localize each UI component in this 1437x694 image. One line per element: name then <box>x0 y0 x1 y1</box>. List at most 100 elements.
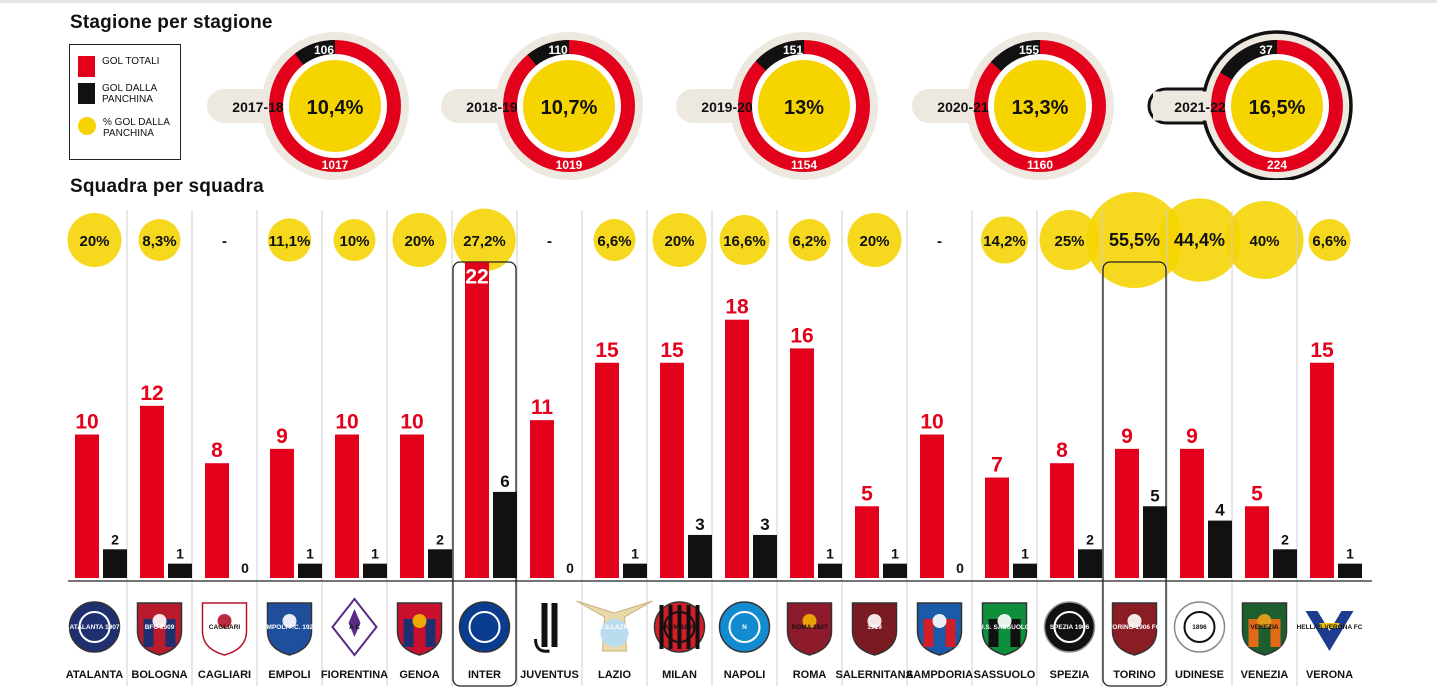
logo-text: ROMA 1927 <box>792 624 828 631</box>
season-bench-value: 110 <box>548 43 568 57</box>
team-name-label: LAZIO <box>598 669 631 681</box>
logo-text: S.S.LAZIO <box>599 624 631 631</box>
percent-label: 10% <box>339 233 369 250</box>
bar-bench-label: 0 <box>566 560 574 576</box>
season-center-dot <box>758 60 850 152</box>
bar-total-label: 16 <box>790 324 813 347</box>
logo-badge <box>718 601 771 653</box>
legend-label-bench: GOL DALLA PANCHINA <box>102 83 157 105</box>
percent-circle <box>980 216 1029 264</box>
bar-bench-label: 1 <box>306 546 314 562</box>
logo-emblem <box>152 614 167 628</box>
bar-total <box>465 262 489 578</box>
logo-stroke <box>551 603 558 647</box>
bar-bench-label: 1 <box>826 546 834 562</box>
team-name-label: FIORENTINA <box>321 669 388 681</box>
percent-label: 6,2% <box>792 233 826 250</box>
bar-total-label: 15 <box>660 339 684 362</box>
team-section-title: Squadra per squadra <box>70 176 264 197</box>
logo-text: EMPOLI F.C. 1920 <box>262 624 317 631</box>
bar-bench <box>818 563 842 578</box>
team-column-milan: 15 3 <box>660 339 712 578</box>
logo-badge <box>786 602 833 656</box>
bar-total <box>1180 448 1204 578</box>
season-bench-value: 151 <box>783 43 803 57</box>
logo-stripe <box>425 619 436 647</box>
season-percent: 13,3% <box>1012 97 1069 119</box>
season-label: 2018-19 <box>466 99 518 115</box>
season-bench-value: 106 <box>314 43 334 57</box>
bar-total <box>855 506 879 578</box>
logo-badge <box>458 601 511 653</box>
percent-circle <box>1039 210 1100 270</box>
logo-badge <box>266 602 313 656</box>
logo-ring <box>468 611 501 643</box>
legend-swatch-red <box>78 56 95 77</box>
logo-lily <box>348 609 361 637</box>
team-name-label: SASSUOLO <box>974 669 1036 681</box>
bar-bench-label: 0 <box>956 560 964 576</box>
team-column-inter: 22 6 <box>465 262 517 578</box>
bar-total-label: 8 <box>211 439 223 462</box>
bar-total-label: 5 <box>1251 482 1263 505</box>
bar-bench-label: 2 <box>111 531 119 547</box>
logo-text: TORINO 1906 FC <box>1109 624 1161 631</box>
season-total-value: 1019 <box>556 158 583 172</box>
logo-stripe <box>677 605 682 649</box>
team-name-label: JUVENTUS <box>520 669 579 681</box>
legend-item-pct: % GOL DALLA PANCHINA <box>78 117 180 139</box>
percent-label: - <box>222 233 227 250</box>
bar-bench-label: 2 <box>1281 531 1289 547</box>
team-name-label: UDINESE <box>1175 669 1224 681</box>
logo-stripe <box>686 605 691 649</box>
season-center-dot <box>1231 60 1323 152</box>
bar-total-label: 7 <box>991 454 1003 477</box>
team-column-bologna: 12 1 <box>140 382 192 578</box>
percent-label-layer: 20% 8,3% - 11,1% 10% 20% 27,2% - 6,6% 20% 16,6% 6,2… <box>79 230 1346 250</box>
logo-stripe <box>165 619 176 647</box>
season-label: 2017-18 <box>232 99 284 115</box>
percent-circle <box>1225 201 1304 279</box>
bar-bench <box>883 563 907 578</box>
team-logo-juventus: JUVENTUS <box>520 603 579 681</box>
bar-layer: 1021218091101102226110151153183161511007… <box>75 262 1362 578</box>
season-donut-2019-20: 2019-20 13% 151 1154 <box>676 32 878 180</box>
percent-label: 16,6% <box>723 233 766 250</box>
team-name-label: SALERNITANA <box>835 669 913 681</box>
season-percent: 10,7% <box>541 97 598 119</box>
logo-stripe <box>1010 619 1021 647</box>
logo-stripe <box>143 619 154 647</box>
logo-ring <box>663 611 696 643</box>
percent-label: 55,5% <box>1109 230 1160 250</box>
team-logo-milan: ACM 1899 MILAN <box>653 601 706 681</box>
bar-total <box>1245 506 1269 578</box>
bar-total <box>1050 463 1074 578</box>
logo-text: ATALANTA 1907 <box>70 624 120 631</box>
bar-bench-label: 3 <box>695 515 704 534</box>
logo-text: 1896 <box>1192 624 1207 631</box>
logo-text: A C <box>349 624 360 631</box>
season-percent: 13% <box>784 97 824 119</box>
bar-bench-label: 1 <box>891 546 899 562</box>
season-section-title: Stagione per stagione <box>70 12 273 33</box>
team-logo-sassuolo: U.S. SASSUOLO SASSUOLO <box>974 602 1036 681</box>
bar-total-label: 10 <box>920 411 943 434</box>
legend: GOL TOTALI GOL DALLA PANCHINA % GOL DALL… <box>69 44 181 160</box>
team-column-venezia: 52 <box>1245 482 1297 578</box>
team-column-spezia: 82 <box>1050 439 1102 578</box>
bar-bench <box>428 549 452 578</box>
logo-emblem <box>217 614 232 628</box>
team-logo-torino: TORINO 1906 FC TORINO <box>1109 602 1161 681</box>
team-name-label: BOLOGNA <box>131 669 187 681</box>
logo-emblem <box>997 614 1012 628</box>
team-column-sassuolo: 71 <box>985 454 1037 578</box>
season-donut-2021-22: 2021-22 16,5% 37 224 <box>1147 30 1353 180</box>
logo-curve <box>534 638 550 653</box>
team-name-label: SPEZIA <box>1050 669 1090 681</box>
team-name-label: CAGLIARI <box>198 669 251 681</box>
team-logo-layer: ATALANTA 1907 ATALANTA BFC 1909 BOLOGNA CAGL… <box>66 597 1363 681</box>
bar-bench-label: 1 <box>176 546 184 562</box>
percent-label: 8,3% <box>142 233 176 250</box>
logo-ring <box>728 611 761 643</box>
logo-badge <box>1305 611 1354 651</box>
